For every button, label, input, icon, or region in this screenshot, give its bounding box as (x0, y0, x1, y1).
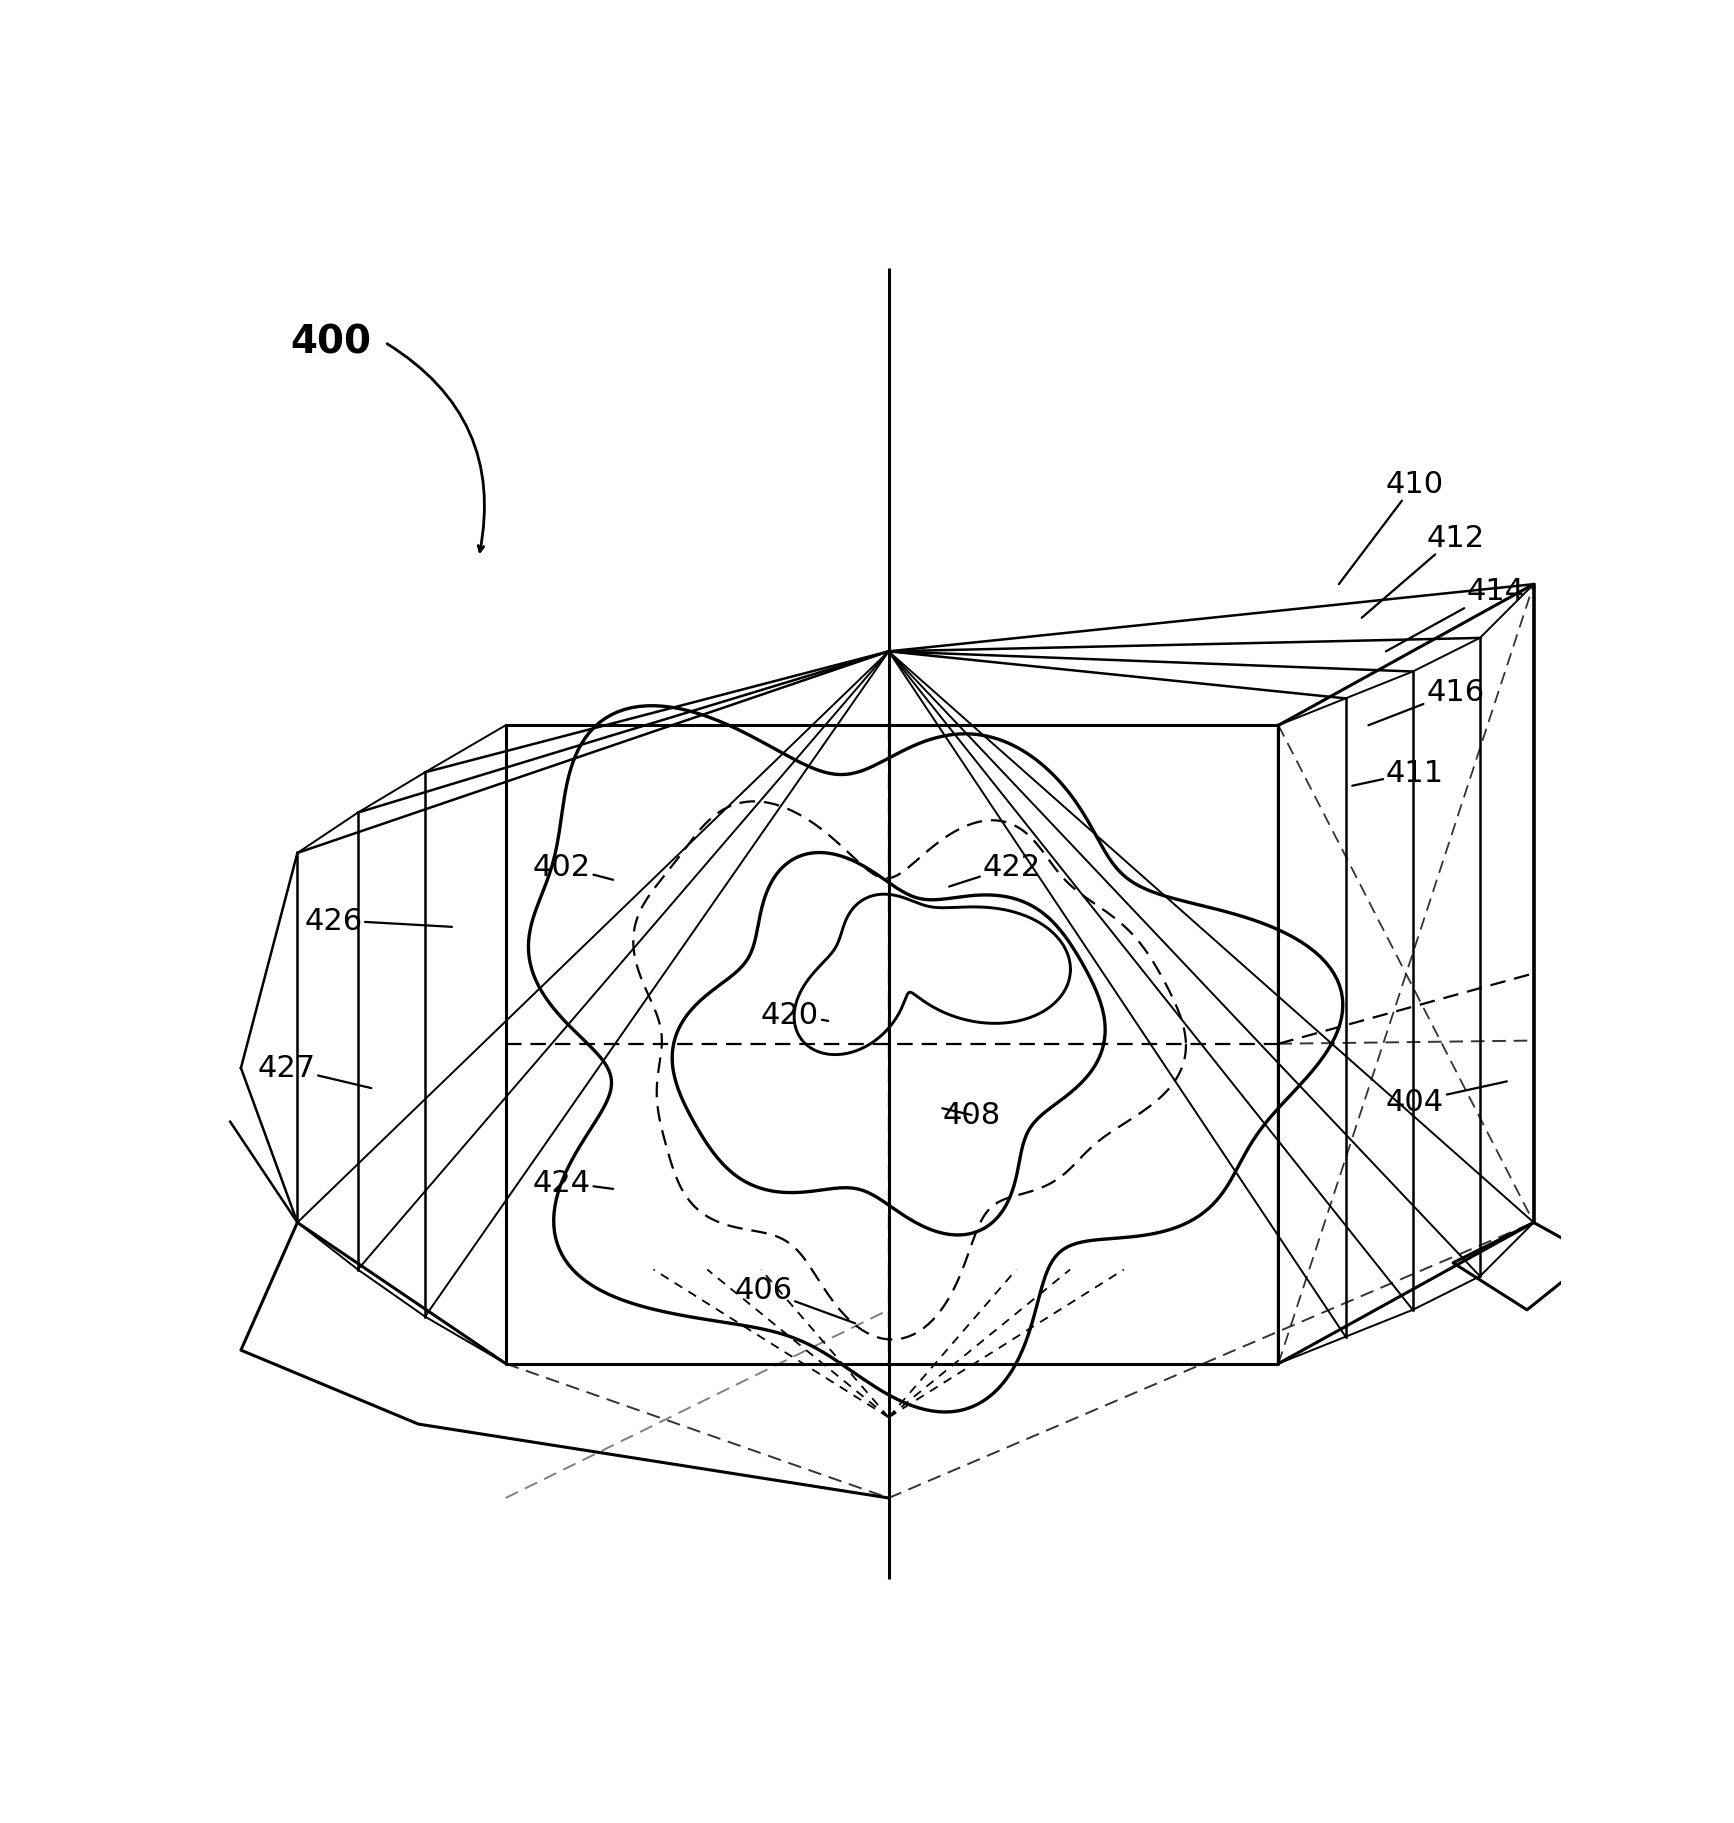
Text: 422: 422 (948, 853, 1040, 888)
Text: 402: 402 (532, 853, 614, 881)
Text: 420: 420 (761, 1001, 829, 1030)
Text: 412: 412 (1361, 523, 1484, 618)
Text: 408: 408 (943, 1101, 1001, 1130)
Text: 406: 406 (733, 1276, 855, 1323)
Text: 404: 404 (1385, 1081, 1507, 1116)
Text: 426: 426 (303, 906, 453, 935)
Text: 427: 427 (257, 1054, 371, 1088)
Text: 400: 400 (291, 323, 371, 361)
Text: 410: 410 (1339, 470, 1444, 585)
Text: 424: 424 (532, 1169, 614, 1198)
Text: 411: 411 (1353, 758, 1444, 788)
Text: 416: 416 (1368, 678, 1484, 726)
Text: 414: 414 (1385, 578, 1524, 653)
